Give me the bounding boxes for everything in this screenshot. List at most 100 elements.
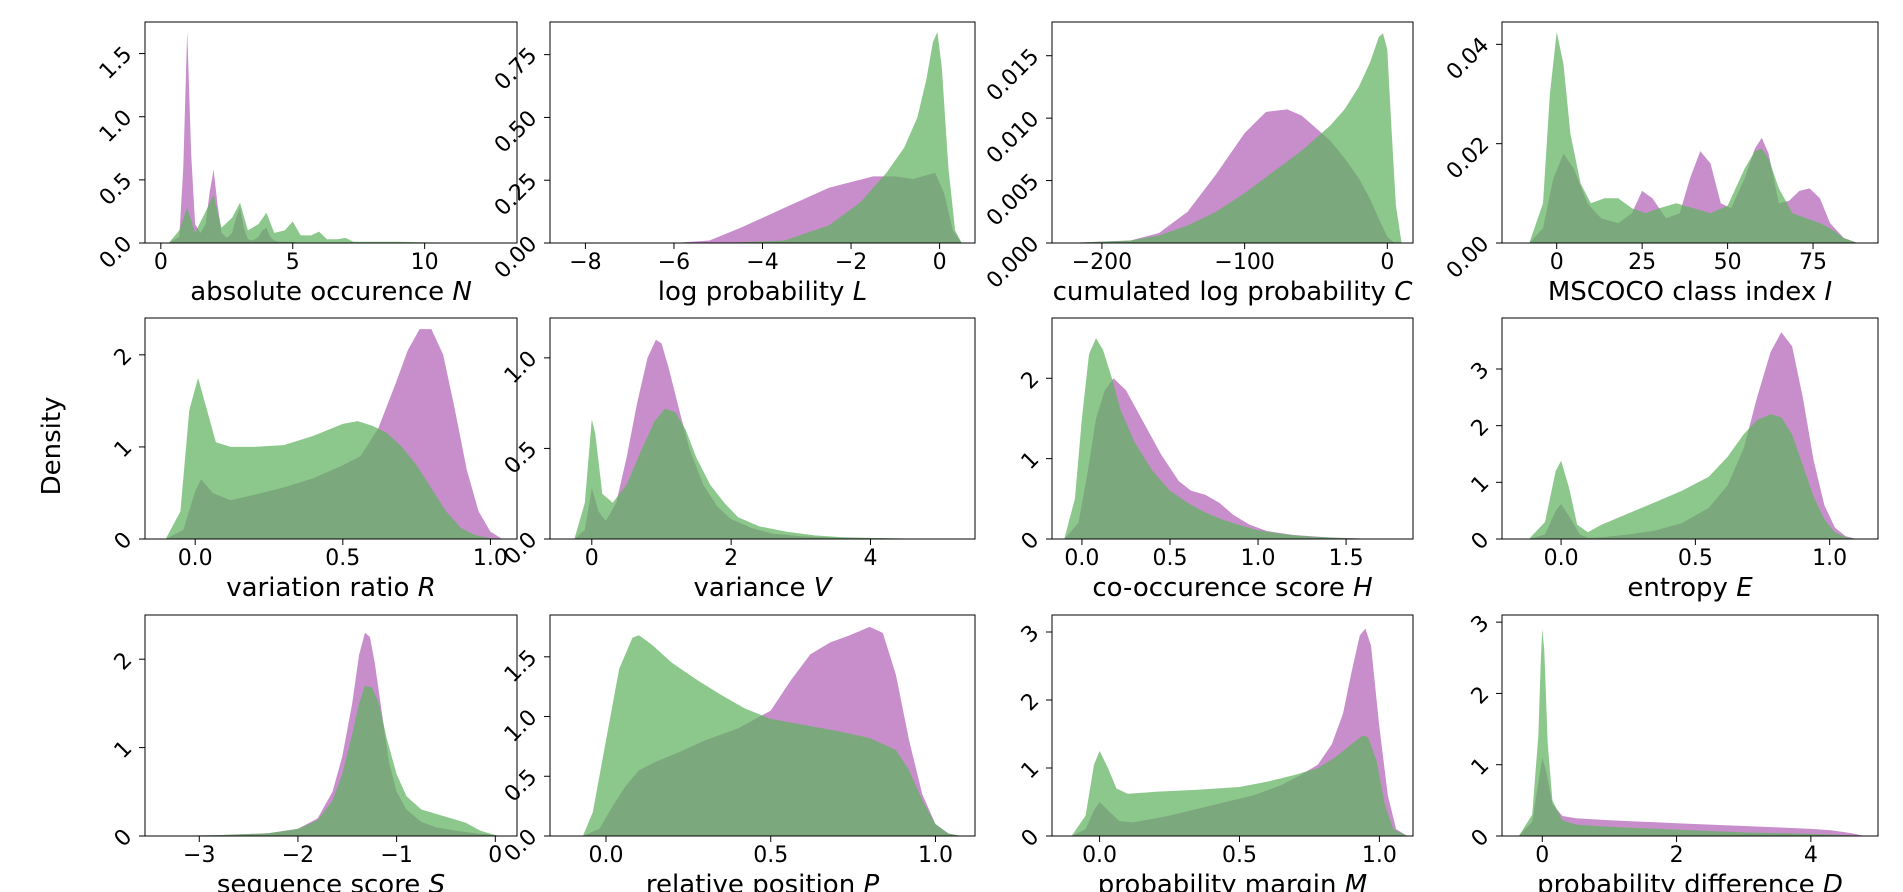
y-tick-label: 0 <box>1467 825 1495 853</box>
x-tick-label: 1.0 <box>473 546 508 571</box>
y-tick-label: 1 <box>110 435 138 463</box>
subplot-4: 0 25 50 75 0.00 0.02 0.04 MSCOCO class index I <box>1442 21 1879 307</box>
y-tick-label: 0.5 <box>500 765 542 807</box>
x-tick-label: −2 <box>282 843 314 868</box>
y-tick-label: 0.04 <box>1442 33 1494 85</box>
axes-frame <box>1051 21 1414 244</box>
x-axis-symbol: E <box>1736 573 1753 603</box>
x-axis-title-text: absolute occurence <box>190 277 452 307</box>
axes-frame <box>1501 317 1879 540</box>
x-tick-label: −100 <box>1214 250 1274 275</box>
x-tick-label: −6 <box>658 250 690 275</box>
x-tick-label: 1.0 <box>918 843 953 868</box>
subplot-5: 0.0 0.5 1.0 0 1 2 variation ratio R <box>110 317 518 603</box>
x-axis-title-text: co-occurence score <box>1092 573 1353 603</box>
x-axis-symbol: D <box>1823 870 1843 892</box>
x-axis-title-text: entropy <box>1627 573 1736 603</box>
x-tick-label: 4 <box>1804 843 1818 868</box>
x-tick-label: 0 <box>488 843 502 868</box>
x-axis-title-text: probability margin <box>1098 870 1345 892</box>
density-area-b <box>1071 735 1408 836</box>
density-area-b <box>1064 338 1399 539</box>
x-axis-title-text: sequence score <box>217 870 429 892</box>
density-area-a <box>168 30 504 243</box>
x-tick-label: 0.0 <box>1082 843 1117 868</box>
y-tick-label: 0.000 <box>982 232 1044 294</box>
subplot-2: −8 −6 −4 −2 0 0.00 0.25 0.50 0.75 log probability… <box>490 21 976 307</box>
axes-frame <box>144 614 518 837</box>
x-axis-symbol: I <box>1824 277 1832 307</box>
y-tick-label: 0.25 <box>490 169 542 221</box>
y-tick-label: 1.0 <box>95 105 137 147</box>
x-tick-label: 0.5 <box>1222 843 1257 868</box>
y-tick-label: 0.75 <box>490 43 542 95</box>
x-axis-title: sequence score S <box>217 870 445 892</box>
plot-area <box>574 339 955 539</box>
y-tick-label: 1.5 <box>500 645 542 687</box>
x-tick-label: 0.5 <box>753 843 788 868</box>
x-tick-label: 0.5 <box>1678 546 1713 571</box>
density-area-b <box>165 377 503 539</box>
y-tick-label: 0.5 <box>500 437 542 479</box>
x-tick-label: 1.5 <box>1329 546 1364 571</box>
subplot-9: −3 −2 −1 0 0 1 2 sequence score S <box>110 614 518 892</box>
y-tick-label: 2 <box>110 648 138 676</box>
x-axis-title-text: cumulated log probability <box>1053 277 1395 307</box>
axes-frame <box>1501 614 1879 837</box>
plot-area <box>1071 628 1408 836</box>
x-tick-label: 5 <box>286 250 300 275</box>
x-tick-label: 50 <box>1714 250 1742 275</box>
subplot-8: 0.0 0.5 1.0 0 1 2 3 entropy E <box>1467 317 1879 603</box>
x-tick-label: −2 <box>835 250 867 275</box>
density-area-b <box>1518 629 1865 836</box>
x-tick-label: 0.0 <box>589 843 624 868</box>
y-tick-label: 1.0 <box>500 705 542 747</box>
plot-area <box>165 329 503 539</box>
x-tick-label: 0 <box>1380 250 1394 275</box>
x-axis-title: log probability L <box>658 277 867 307</box>
plot-area <box>168 30 504 243</box>
x-tick-label: 1.0 <box>1362 843 1397 868</box>
x-tick-label: 0 <box>154 250 168 275</box>
y-tick-label: 0 <box>1467 528 1495 556</box>
y-tick-label: 1 <box>1467 753 1495 781</box>
y-tick-label: 0.0 <box>500 825 542 867</box>
y-tick-label: 2 <box>1017 367 1045 395</box>
axes-frame <box>1501 21 1879 244</box>
axes-frame <box>1051 317 1414 540</box>
y-tick-label: 0.5 <box>95 168 137 210</box>
density-area-b <box>582 635 962 836</box>
plot-area <box>582 626 962 836</box>
x-axis-symbol: P <box>863 870 879 892</box>
x-tick-label: 75 <box>1799 250 1827 275</box>
x-axis-title: cumulated log probability C <box>1053 277 1414 307</box>
y-tick-label: 0 <box>1017 528 1045 556</box>
x-axis-title: relative position P <box>646 870 880 892</box>
plot-area <box>1529 31 1858 243</box>
x-tick-label: 0.0 <box>1064 546 1099 571</box>
subplot-1: 0 5 10 0.0 0.5 1.0 1.5 absolute occurence N <box>95 21 518 307</box>
x-tick-label: 1.0 <box>1241 546 1276 571</box>
x-tick-label: −1 <box>380 843 412 868</box>
x-axis-title-text: MSCOCO class index <box>1548 277 1825 307</box>
axes-frame <box>144 317 518 540</box>
x-axis-symbol: S <box>429 870 446 892</box>
y-tick-label: 0.00 <box>1442 232 1494 284</box>
x-tick-label: 0 <box>1535 843 1549 868</box>
y-tick-label: 0 <box>1017 825 1045 853</box>
subplot-12: 0 2 4 0 1 2 3 probability difference D <box>1467 611 1879 892</box>
x-axis-symbol: M <box>1345 870 1367 892</box>
density-area-b <box>154 685 501 836</box>
y-tick-label: 0.010 <box>982 107 1044 169</box>
x-axis-title: probability margin M <box>1098 870 1367 892</box>
plot-area <box>1064 338 1399 539</box>
x-axis-title-text: log probability <box>658 277 853 307</box>
x-tick-label: −8 <box>569 250 601 275</box>
axes-frame <box>549 317 976 540</box>
x-tick-label: 2 <box>1670 843 1684 868</box>
y-tick-label: 0.50 <box>490 106 542 158</box>
subplot-11: 0.0 0.5 1.0 0 1 2 3 probability margin M <box>1017 614 1414 892</box>
subplot-10: 0.0 0.5 1.0 0.0 0.5 1.0 1.5 relative position P <box>500 614 976 892</box>
